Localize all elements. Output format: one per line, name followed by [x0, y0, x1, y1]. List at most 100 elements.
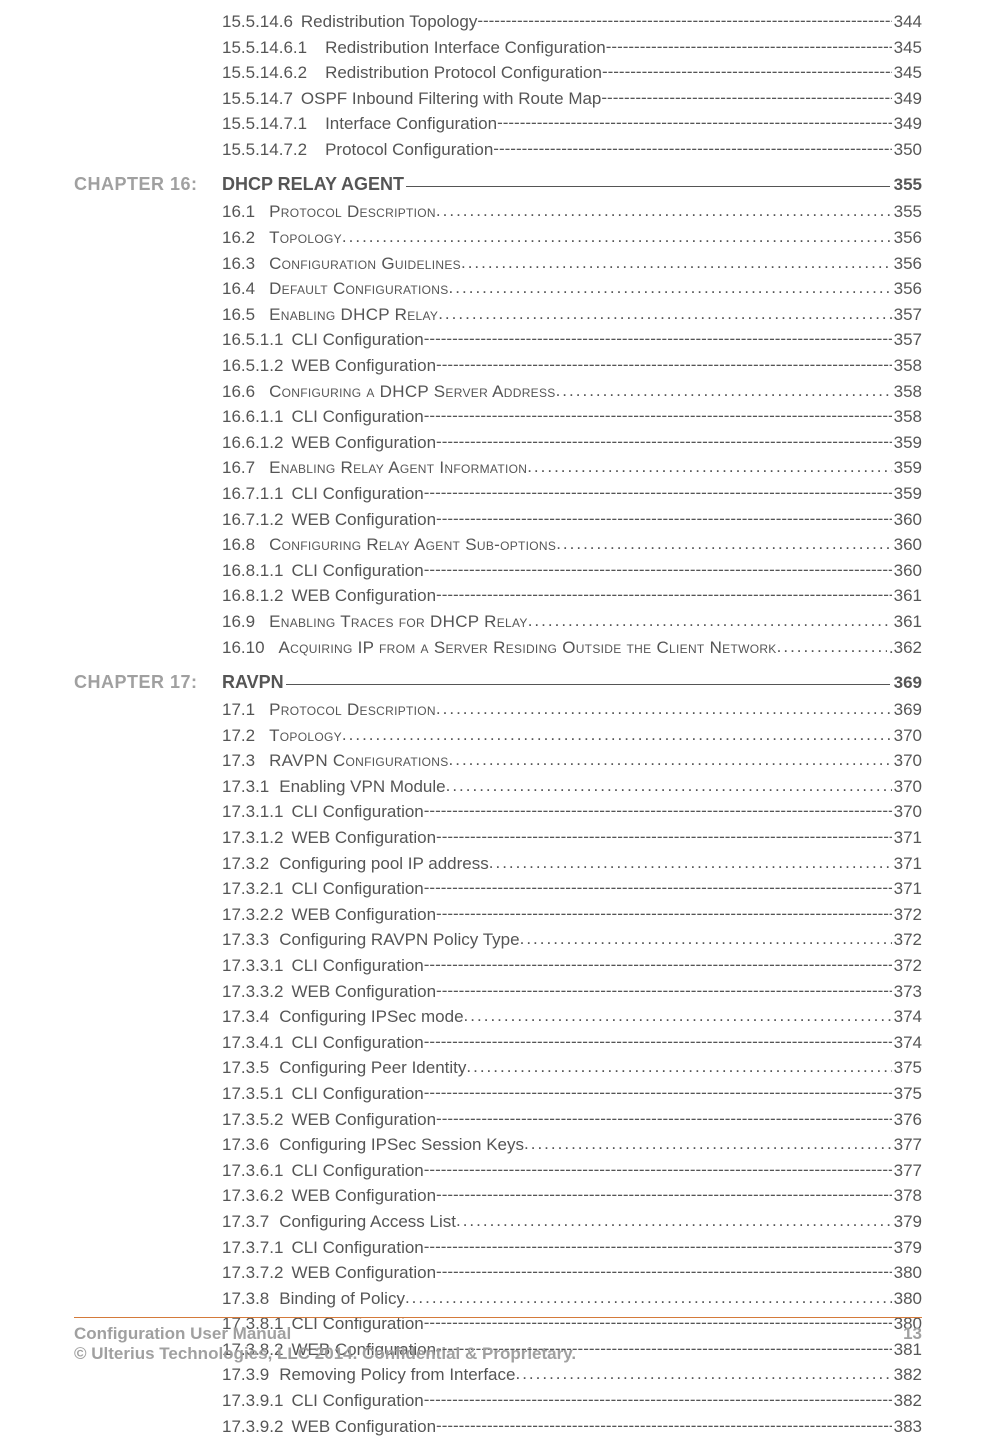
toc-leader: [405, 1287, 892, 1304]
toc-title: Protocol Configuration: [325, 139, 493, 161]
toc-leader: [477, 10, 891, 27]
toc-page: 370: [892, 801, 922, 823]
toc-leader: [436, 1184, 892, 1201]
toc-entry: 15.5.14.6.2 Redistribution Protocol Conf…: [74, 61, 922, 84]
chapter-leader: [404, 173, 892, 190]
toc-title: Enabling Traces for DHCP Relay: [269, 611, 528, 633]
toc-page: 345: [892, 62, 922, 84]
toc-number: 17.3.5: [222, 1057, 269, 1079]
toc-number: 17.3.3.1: [222, 955, 283, 977]
toc-number: 16.6.1.1: [222, 406, 283, 428]
toc-leader: [436, 584, 892, 601]
toc-leader: [515, 1363, 891, 1380]
toc-title: WEB Configuration: [291, 355, 436, 377]
toc-page: 380: [892, 1288, 922, 1310]
toc-page: 360: [892, 509, 922, 531]
toc-title: Enabling DHCP Relay: [269, 304, 438, 326]
toc-page: 358: [892, 406, 922, 428]
footer: Configuration User Manual © Ulterius Tec…: [74, 1317, 922, 1364]
toc-page: 358: [892, 355, 922, 377]
toc-entry: 17.3.9.1CLI Configuration382: [74, 1389, 922, 1412]
toc-number: 16.8.1.2: [222, 585, 283, 607]
toc-leader: [436, 903, 892, 920]
toc-leader: [602, 61, 892, 78]
toc-number: 16.3: [222, 253, 255, 275]
toc-title: Protocol Description: [269, 699, 436, 721]
toc-entry: 17.3.1.1CLI Configuration370: [74, 800, 922, 823]
chapter-label: CHAPTER 16:: [74, 173, 222, 196]
toc-entry: 15.5.14.7.1Interface Configuration349: [74, 112, 922, 135]
toc-leader: [342, 724, 892, 741]
toc-entry: 17.3.4.1CLI Configuration374: [74, 1031, 922, 1054]
toc-leader: [424, 328, 892, 345]
toc-entry: 15.5.14.6.1Redistribution Interface Conf…: [74, 36, 922, 59]
toc-number: 17.3.2.2: [222, 904, 283, 926]
toc-number: 17.3: [222, 750, 255, 772]
toc-title: Enabling VPN Module: [279, 776, 445, 798]
toc-entry: 16.7.1.2WEB Configuration360: [74, 508, 922, 531]
toc-title: Configuring Relay Agent Sub-options: [269, 534, 556, 556]
toc-entry: 17.3.2Configuring pool IP address371: [74, 852, 922, 875]
toc-entry: 16.6.1.2WEB Configuration359: [74, 431, 922, 454]
toc-leader: [528, 610, 892, 627]
toc-page: 356: [892, 253, 922, 275]
toc-entry: 17.3.6.2 WEB Configuration 378: [74, 1184, 922, 1207]
toc-entry: 16.6.1.1 CLI Configuration 358: [74, 405, 922, 428]
toc-page: 375: [892, 1057, 922, 1079]
toc-page: 372: [892, 904, 922, 926]
toc-page: 374: [892, 1032, 922, 1054]
toc-leader: [520, 928, 892, 945]
toc-number: 17.3.6.2: [222, 1185, 283, 1207]
toc-page: 359: [892, 457, 922, 479]
toc-entry: 17.3.5Configuring Peer Identity375: [74, 1056, 922, 1079]
chapter-leader: [284, 671, 892, 688]
toc-page: .362: [887, 637, 922, 659]
toc-title: WEB Configuration: [291, 827, 436, 849]
toc-title: CLI Configuration: [291, 406, 423, 428]
toc-number: 17.3.6.1: [222, 1160, 283, 1182]
toc-entry: 17.3.8Binding of Policy380: [74, 1287, 922, 1310]
toc-entry: 17.3.5.2WEB Configuration376: [74, 1108, 922, 1131]
toc-entry: 16.3Configuration Guidelines356: [74, 252, 922, 275]
toc-number: 16.7.1.2: [222, 509, 283, 531]
toc-leader: [489, 852, 892, 869]
toc-entry: 17.3.2.1CLI Configuration371: [74, 877, 922, 900]
page: 15.5.14.6Redistribution Topology34415.5.…: [0, 0, 984, 1402]
toc-number: 17.3.5.1: [222, 1083, 283, 1105]
toc-page: 375: [892, 1083, 922, 1105]
toc-page: 379: [892, 1237, 922, 1259]
toc-title: Protocol Description: [269, 201, 436, 223]
toc-entry: 16.1Protocol Description355: [74, 200, 922, 223]
toc-page: 370: [892, 725, 922, 747]
chapter-title: RAVPN: [222, 671, 284, 694]
toc-entry: 16.8.1.1CLI Configuration360: [74, 559, 922, 582]
toc-number: 16.8.1.1: [222, 560, 283, 582]
toc-title: Topology: [269, 227, 342, 249]
toc-leader: [424, 1389, 892, 1406]
toc-title: Configuring RAVPN Policy Type: [279, 929, 519, 951]
toc-title: Redistribution Protocol Configuration: [325, 62, 602, 84]
toc-number: 17.3.8: [222, 1288, 269, 1310]
toc-page: 373: [892, 981, 922, 1003]
toc-entry: 17.3.1Enabling VPN Module370: [74, 775, 922, 798]
toc-title: CLI Configuration: [291, 878, 423, 900]
toc-page: 355: [892, 201, 922, 223]
toc-leader: [436, 354, 892, 371]
toc-leader: [606, 36, 892, 53]
toc-number: 17.3.3.2: [222, 981, 283, 1003]
toc-page: 356: [892, 227, 922, 249]
toc-page: 360: [892, 534, 922, 556]
toc-title: RAVPN Configurations: [269, 750, 448, 772]
toc-entry: 15.5.14.7 OSPF Inbound Filtering with Ro…: [74, 87, 922, 110]
toc-title: CLI Configuration: [291, 560, 423, 582]
toc-title: CLI Configuration: [291, 329, 423, 351]
toc-page: 383: [892, 1416, 922, 1438]
toc-title: CLI Configuration: [291, 1237, 423, 1259]
chapter-label: CHAPTER 17:: [74, 671, 222, 694]
toc-page: 378: [892, 1185, 922, 1207]
toc-page: 382: [892, 1364, 922, 1386]
toc-leader: [438, 303, 891, 320]
toc-title: WEB Configuration: [291, 904, 436, 926]
toc-leader: [601, 87, 891, 104]
toc-title: WEB Configuration: [291, 1185, 436, 1207]
